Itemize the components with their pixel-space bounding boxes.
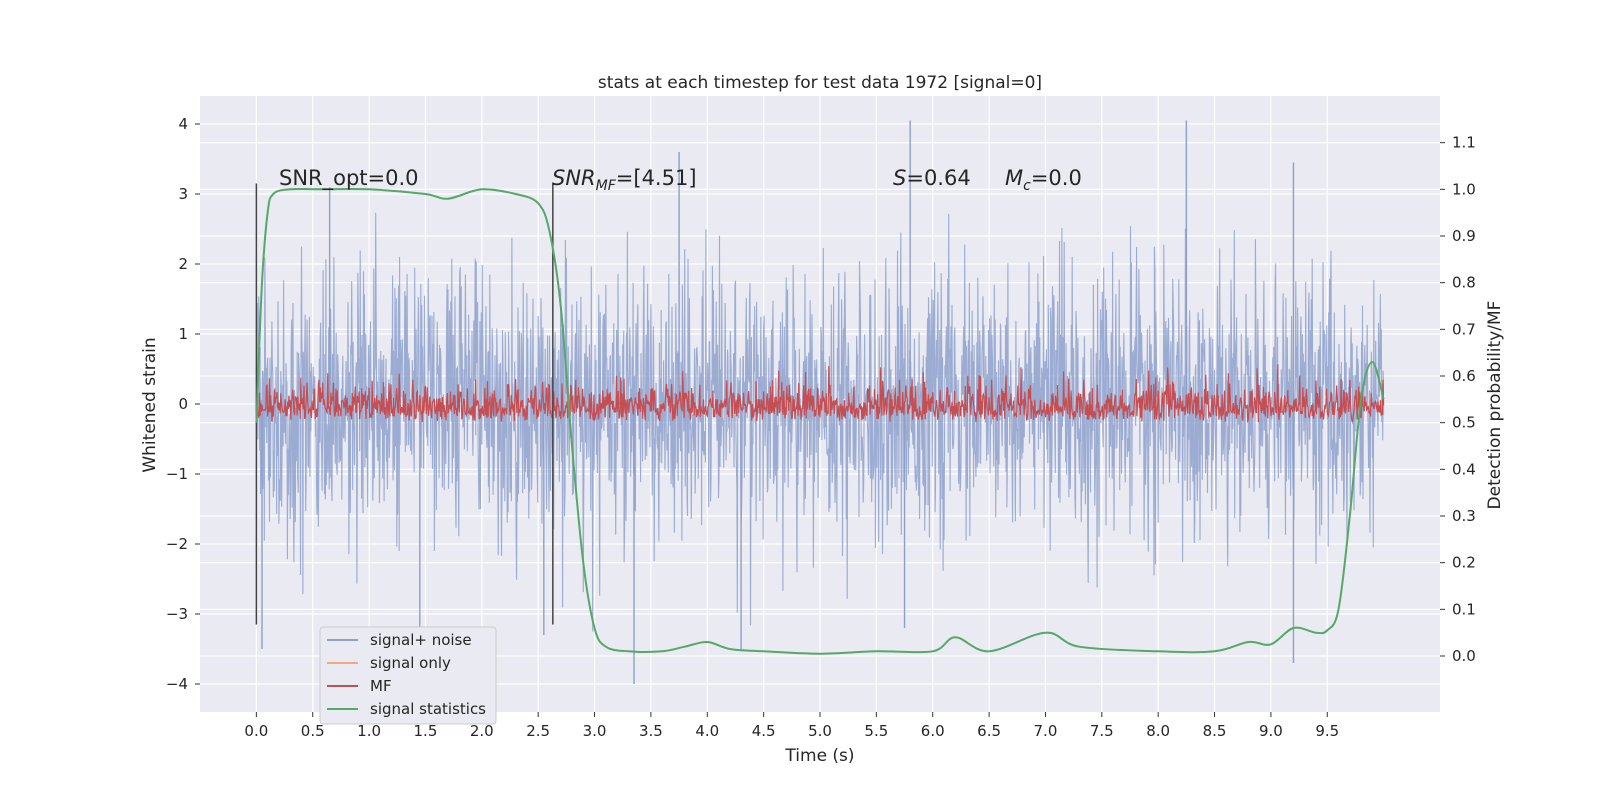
x-tick-label: 0.5	[301, 722, 325, 740]
y-right-tick-label: 0.0	[1452, 647, 1476, 665]
y-tick-label: 1	[178, 325, 188, 343]
y-right-tick-label: 0.2	[1452, 554, 1476, 572]
x-axis-label: Time (s)	[784, 746, 854, 766]
x-tick-label: 9.5	[1315, 722, 1339, 740]
y-right-tick-labels: 1.1 1.0 0.9 0.8 0.7 0.6 0.5 0.4 0.3 0.2 0.1 0.0	[1440, 134, 1476, 665]
y-tick-label: −2	[166, 535, 188, 553]
y-right-tick-label: 0.1	[1452, 600, 1476, 618]
mc-symbol: M	[1005, 166, 1023, 190]
annotation-s: S=0.64	[893, 166, 971, 190]
annotation-snr-opt: SNR_opt=0.0	[279, 166, 419, 191]
annotation-mc: Mc=0.0	[1005, 166, 1082, 194]
legend: signal+ noise signal only MF signal stat…	[319, 626, 497, 725]
x-tick-labels: 0.0 0.5 1.0 1.5 2.0 2.5 3.0 3.5 4.0 4.5 5.0 5.5 6.0 6…	[244, 712, 1339, 740]
y-right-tick-label: 0.3	[1452, 507, 1476, 525]
signal-noise-series	[255, 120, 1385, 684]
mc-subscript: c	[1023, 178, 1031, 194]
signal-statistics-series	[255, 187, 1385, 655]
y-right-tick-label: 1.0	[1452, 180, 1476, 198]
snr-mf-symbol: SNR	[552, 166, 596, 190]
y-axis-label: Whitened strain	[140, 337, 160, 472]
x-tick-label: 3.0	[583, 722, 607, 740]
mf-series	[255, 364, 1385, 424]
y-tick-label: 3	[178, 185, 188, 203]
x-tick-label: 4.0	[695, 722, 719, 740]
y-tick-label: 4	[178, 115, 188, 133]
snr-mf-value: =[4.51]	[616, 166, 697, 190]
x-tick-label: 5.5	[864, 722, 888, 740]
x-tick-label: 6.0	[921, 722, 945, 740]
x-tick-label: 3.5	[639, 722, 663, 740]
x-tick-label: 4.5	[752, 722, 776, 740]
y-tick-label: −3	[166, 605, 188, 623]
legend-label-signal-only: signal only	[370, 654, 451, 672]
x-tick-label: 6.5	[977, 722, 1001, 740]
x-tick-label: 7.5	[1090, 722, 1114, 740]
s-value: =0.64	[906, 166, 970, 190]
y-right-tick-label: 0.6	[1452, 367, 1476, 385]
signal-statistics-line	[255, 187, 1385, 655]
x-tick-label: 8.5	[1203, 722, 1227, 740]
x-tick-label: 9.0	[1259, 722, 1283, 740]
x-tick-label: 8.0	[1146, 722, 1170, 740]
x-tick-label: 5.0	[808, 722, 832, 740]
legend-label-mf: MF	[370, 677, 392, 695]
s-symbol: S	[893, 166, 906, 190]
y-right-tick-label: 0.7	[1452, 320, 1476, 338]
legend-box	[319, 626, 497, 725]
x-tick-label: 0.0	[244, 722, 268, 740]
snr-mf-subscript: MF	[596, 178, 617, 194]
legend-label-signal-statistics: signal statistics	[370, 700, 486, 718]
y-tick-label: 2	[178, 255, 188, 273]
y-right-tick-label: 0.9	[1452, 227, 1476, 245]
legend-label-signal-noise: signal+ noise	[370, 631, 472, 649]
mc-value: =0.0	[1031, 166, 1082, 190]
y-right-tick-label: 0.5	[1452, 414, 1476, 432]
y-tick-label: −1	[166, 465, 188, 483]
y-right-tick-label: 1.1	[1452, 134, 1476, 152]
x-tick-label: 2.0	[470, 722, 494, 740]
x-tick-label: 1.0	[357, 722, 381, 740]
chart-title: stats at each timestep for test data 197…	[598, 73, 1042, 93]
x-tick-label: 7.0	[1034, 722, 1058, 740]
y-right-tick-label: 0.4	[1452, 460, 1476, 478]
y-right-axis-label: Detection probability/MF	[1485, 301, 1505, 510]
annotation-snr-mf: SNRMF=[4.51]	[552, 166, 697, 194]
mf-line	[255, 364, 1385, 424]
x-tick-label: 2.5	[526, 722, 550, 740]
y-tick-labels: 4 3 2 1 0 −1 −2 −3 −4	[166, 115, 200, 693]
x-tick-label: 1.5	[414, 722, 438, 740]
y-tick-label: −4	[166, 675, 188, 693]
y-tick-label: 0	[178, 395, 188, 413]
y-right-tick-label: 0.8	[1452, 274, 1476, 292]
signal-noise-line	[255, 212, 1385, 632]
